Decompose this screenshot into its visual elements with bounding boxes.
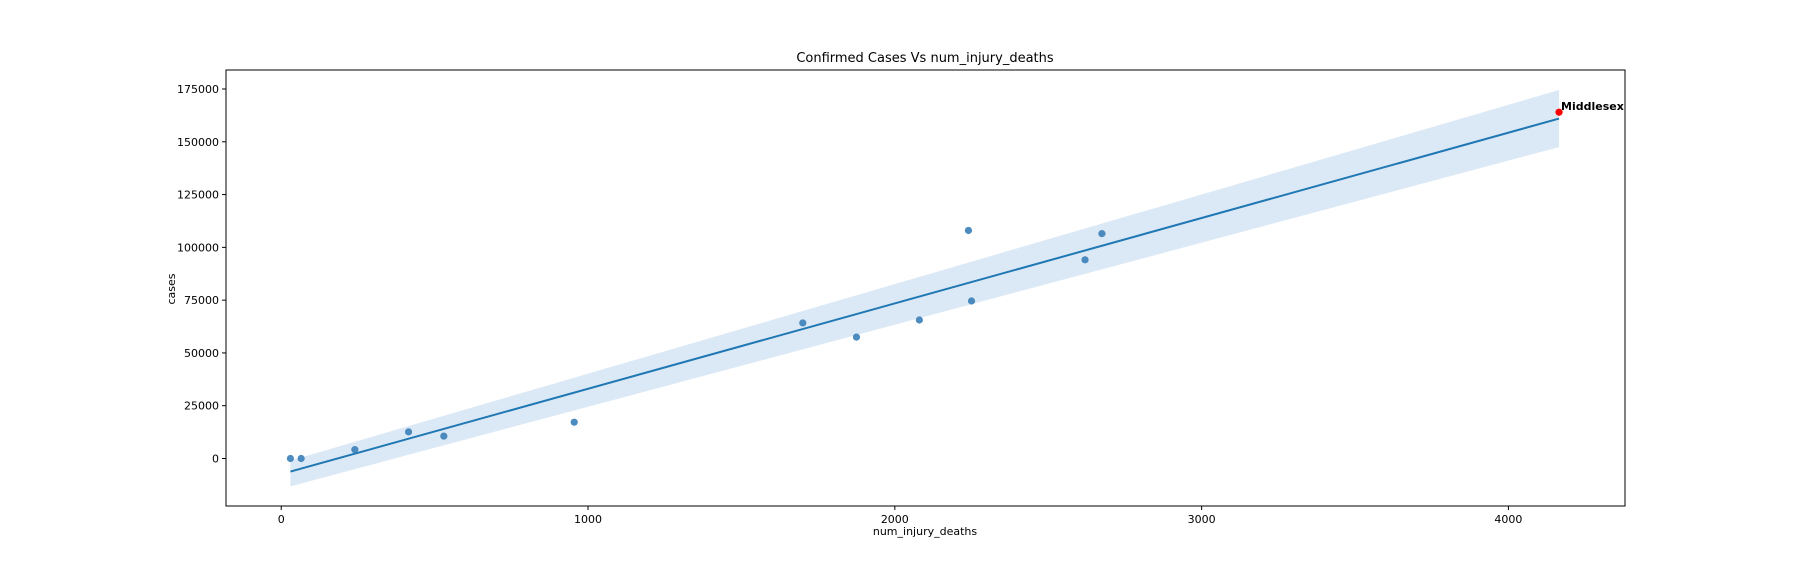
y-tick-label-100000: 100000 [177, 241, 219, 254]
data-point-7 [852, 333, 861, 341]
x-tick-label-1000: 1000 [574, 513, 602, 526]
y-tick-label-150000: 150000 [177, 136, 219, 149]
y-axis-label: cases [165, 273, 178, 304]
axes-frame [225, 69, 1626, 507]
chart-title: Confirmed Cases Vs num_injury_deaths [796, 51, 1054, 66]
data-point-9 [964, 226, 973, 235]
x-tick-label-4000: 4000 [1494, 513, 1522, 526]
x-axis-label: num_injury_deaths [873, 525, 978, 538]
data-point-10 [967, 297, 976, 305]
x-tick-label-0: 0 [278, 513, 285, 526]
data-point-5 [570, 418, 578, 426]
regression-line [290, 117, 1560, 473]
confidence-band [290, 90, 1560, 487]
y-tick-label-75000: 75000 [184, 294, 219, 307]
data-point-6 [799, 319, 807, 327]
data-point-3 [404, 428, 413, 436]
data-point-11 [1081, 256, 1089, 264]
highlight-point [1555, 108, 1563, 116]
y-tick-label-50000: 50000 [184, 347, 219, 360]
highlight-label: Middlesex [1561, 100, 1624, 113]
x-tick-label-2000: 2000 [881, 513, 909, 526]
data-point-4 [440, 432, 448, 440]
data-point-0 [286, 454, 295, 463]
x-tick-label-3000: 3000 [1188, 513, 1216, 526]
plot-area: Middlesex 0 1000 2000 3000 4000 0 25000 50000 750… [177, 69, 1626, 526]
y-tick-label-25000: 25000 [184, 400, 219, 413]
y-tick-label-175000: 175000 [177, 83, 219, 96]
data-point-2 [351, 446, 359, 454]
data-point-1 [297, 454, 305, 463]
y-tick-label-0: 0 [212, 452, 219, 465]
data-point-12 [1098, 230, 1106, 238]
data-point-8 [915, 316, 923, 324]
y-tick-label-125000: 125000 [177, 189, 219, 202]
